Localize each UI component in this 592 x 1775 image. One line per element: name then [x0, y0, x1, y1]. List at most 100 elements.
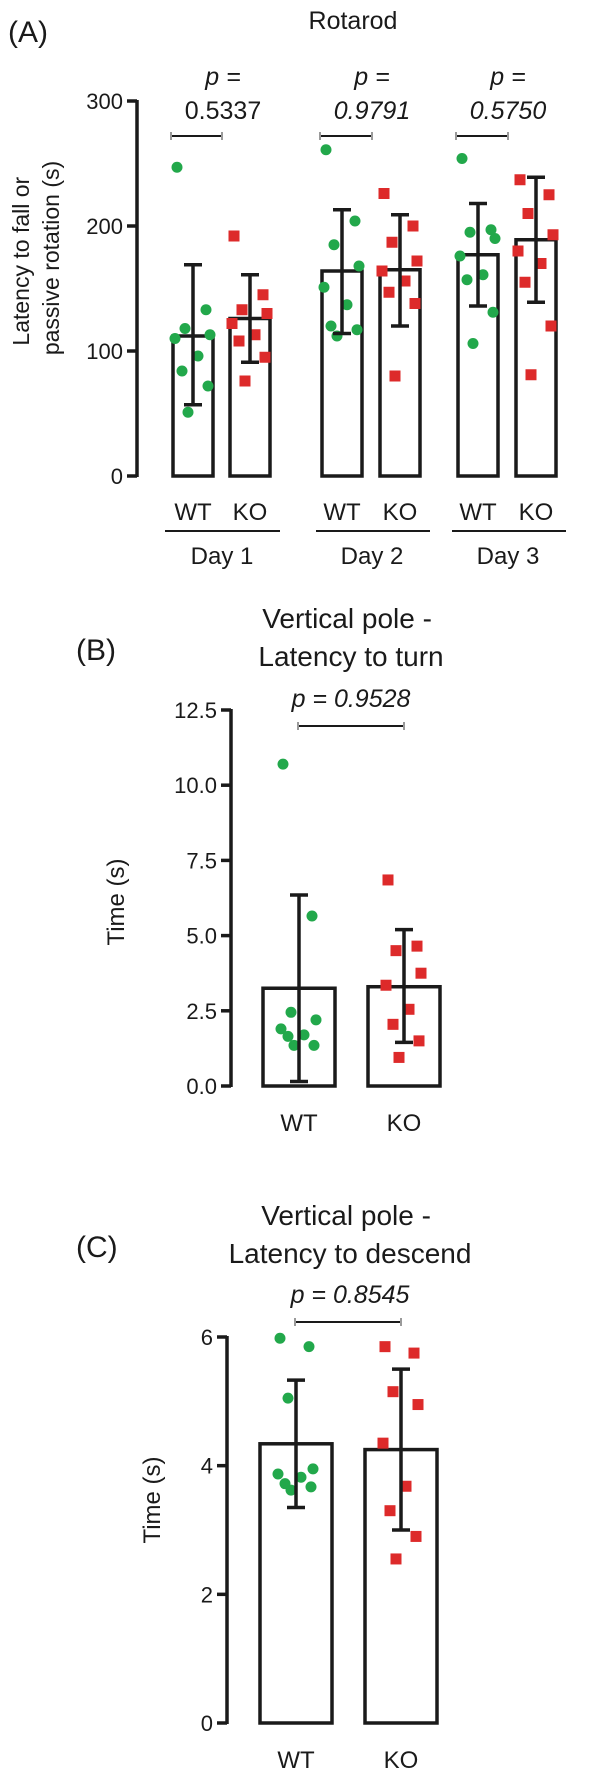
panel-c-x-label-ko: KO — [384, 1747, 419, 1774]
panel-a-day1-ko-point — [236, 304, 248, 316]
panel-b-ko-point — [411, 940, 423, 952]
panel-a-p-prefix-day3: p = — [489, 63, 525, 91]
panel-b-x-label-ko: KO — [387, 1110, 422, 1137]
panel-c-wt-point — [285, 1484, 297, 1496]
panel-c-tick-label: 6 — [201, 1325, 213, 1350]
panel-c-y-axis-title: Time (s) — [139, 1456, 166, 1543]
panel-c-tick-label: 4 — [201, 1454, 213, 1479]
panel-a-day2-wt-point — [318, 281, 330, 293]
panel-a-day1-ko-point — [259, 351, 271, 363]
panel-a-day3-wt-point — [464, 226, 476, 238]
panel-a-day1-wt-point — [202, 380, 214, 392]
panel-c-p-value: p = 0.8545 — [290, 1281, 410, 1309]
panel-a-day3-wt-point — [454, 250, 466, 262]
panel-a-day2-ko-point — [409, 298, 421, 309]
panel-b-wt-point — [288, 1039, 300, 1051]
panel-a-day2-wt-point — [353, 260, 365, 272]
panel-a-day2-ko-point — [383, 286, 395, 298]
panel-a-day1-wt-point — [204, 329, 216, 341]
panel-a-day1-ko-point — [226, 318, 238, 329]
panel-a-rotarod: (A) Rotarod Latency to fall or passive r… — [8, 7, 566, 570]
panel-c-title-line-2: Latency to descend — [229, 1238, 472, 1269]
panel-a-day2-wt-point — [320, 144, 332, 156]
panel-a-day1-wt-point — [169, 333, 181, 344]
panel-a-day3-ko-point — [525, 369, 537, 381]
panel-b-label: (B) — [76, 634, 116, 667]
panel-a-x-label-day3-ko: KO — [519, 499, 554, 526]
panel-b-tick-label: 7.5 — [186, 848, 217, 873]
panel-b-p-value: p = 0.9528 — [291, 685, 411, 713]
panel-a-y-axis-title: Latency to fall or passive rotation (s) — [8, 161, 64, 355]
panel-a-y-axis-title-line-2: passive rotation (s) — [38, 161, 64, 355]
panel-a-day3-wt-point — [487, 306, 499, 318]
panel-a-day3-wt-point — [456, 153, 468, 164]
panel-a-day2-ko-point — [378, 188, 390, 199]
panel-a-x-label-day2-wt: WT — [323, 499, 361, 526]
panel-a-group-label-day2: Day 2 — [341, 543, 404, 570]
panel-c-title-line-1: Vertical pole - — [261, 1200, 431, 1231]
panel-b-wt-point — [285, 1006, 297, 1018]
panel-a-day2-ko-point — [389, 370, 401, 382]
panel-b-ko-point — [393, 1051, 405, 1063]
panel-a-day1-ko-point — [239, 375, 251, 387]
panel-b-bars — [261, 722, 442, 1088]
panel-a-day1-ko-point — [249, 329, 261, 341]
panel-b-y-ticks: 0.0 2.5 5.0 7.5 10.0 12.5 — [174, 698, 231, 1099]
panel-a-day1-ko-point — [257, 289, 269, 301]
panel-b-latency-to-turn: (B) Vertical pole - Latency to turn p = … — [76, 603, 444, 1137]
panel-c-wt-point — [303, 1341, 315, 1353]
panel-a-bars — [169, 132, 559, 478]
panel-b-wt-point — [298, 1029, 310, 1041]
panel-b-tick-label: 2.5 — [186, 999, 217, 1024]
panel-a-day1-wt-point — [192, 350, 204, 362]
panel-a-tick-label: 100 — [86, 339, 123, 364]
panel-b-tick-label: 5.0 — [186, 924, 217, 949]
panel-b-title-line-1: Vertical pole - — [262, 603, 432, 634]
panel-a-y-ticks: 0 100 200 300 — [86, 89, 137, 489]
panel-a-x-label-day1-wt: WT — [174, 499, 212, 526]
panel-a-x-label-day3-wt: WT — [459, 499, 497, 526]
panel-a-p-prefix-day2: p = — [353, 63, 389, 91]
panel-a-day3-ko-point — [535, 258, 547, 269]
panel-a-tick-label: 200 — [86, 214, 123, 239]
panel-c-wt-point — [305, 1481, 317, 1493]
panel-c-x-label-wt: WT — [277, 1747, 315, 1774]
panel-a-day3-wt-point — [489, 233, 501, 244]
panel-a-y-axis-title-line-1: Latency to fall or — [8, 176, 34, 345]
panel-b-wt-point — [282, 1030, 294, 1042]
panel-a-p-value-day3: 0.5750 — [470, 97, 547, 125]
panel-a-day2-wt-point — [341, 299, 353, 311]
panel-a-x-label-day1-ko: KO — [233, 499, 268, 526]
panel-a-day2-ko-point — [386, 236, 398, 248]
panel-a-day2-ko-point — [399, 275, 411, 287]
panel-a-day1-wt-point — [179, 323, 191, 334]
panel-a-day1-ko-point — [261, 308, 273, 319]
panel-b-wt-point — [306, 910, 318, 922]
panel-b-ko-point — [387, 1018, 399, 1030]
panel-a-p-prefix-day1: p = — [204, 63, 240, 91]
panel-a-title: Rotarod — [309, 7, 398, 35]
panel-a-day3-ko-point — [514, 174, 526, 186]
panel-c-bars — [258, 1318, 439, 1725]
panel-c-title: Vertical pole - Latency to descend — [229, 1200, 472, 1269]
panel-b-tick-label: 12.5 — [174, 698, 217, 723]
panel-c-ko-point — [377, 1437, 389, 1449]
panel-c-label: (C) — [76, 1231, 118, 1264]
panel-b-x-label-wt: WT — [280, 1110, 318, 1137]
panel-a-day2-ko-point — [407, 220, 419, 232]
panel-a-day3-wt-point — [485, 224, 497, 236]
panel-a-tick-label: 300 — [86, 89, 123, 114]
panel-a-tick-label: 0 — [111, 464, 123, 489]
panel-c-ko-point — [387, 1386, 399, 1398]
panel-a-group-label-day3: Day 3 — [477, 543, 540, 570]
panel-c-ko-point — [390, 1553, 402, 1565]
panel-a-day3-ko-point — [543, 189, 555, 201]
panel-b-ko-point — [382, 874, 394, 886]
panel-b-wt-point — [310, 1014, 322, 1026]
panel-c-wt-point — [295, 1471, 307, 1483]
panel-b-ko-point — [390, 945, 402, 957]
panel-a-group-label-day1: Day 1 — [191, 543, 254, 570]
panel-a-day3-wt-point — [467, 338, 479, 349]
panel-a-day1-ko-point — [233, 335, 245, 347]
panel-c-ko-point — [384, 1505, 396, 1517]
